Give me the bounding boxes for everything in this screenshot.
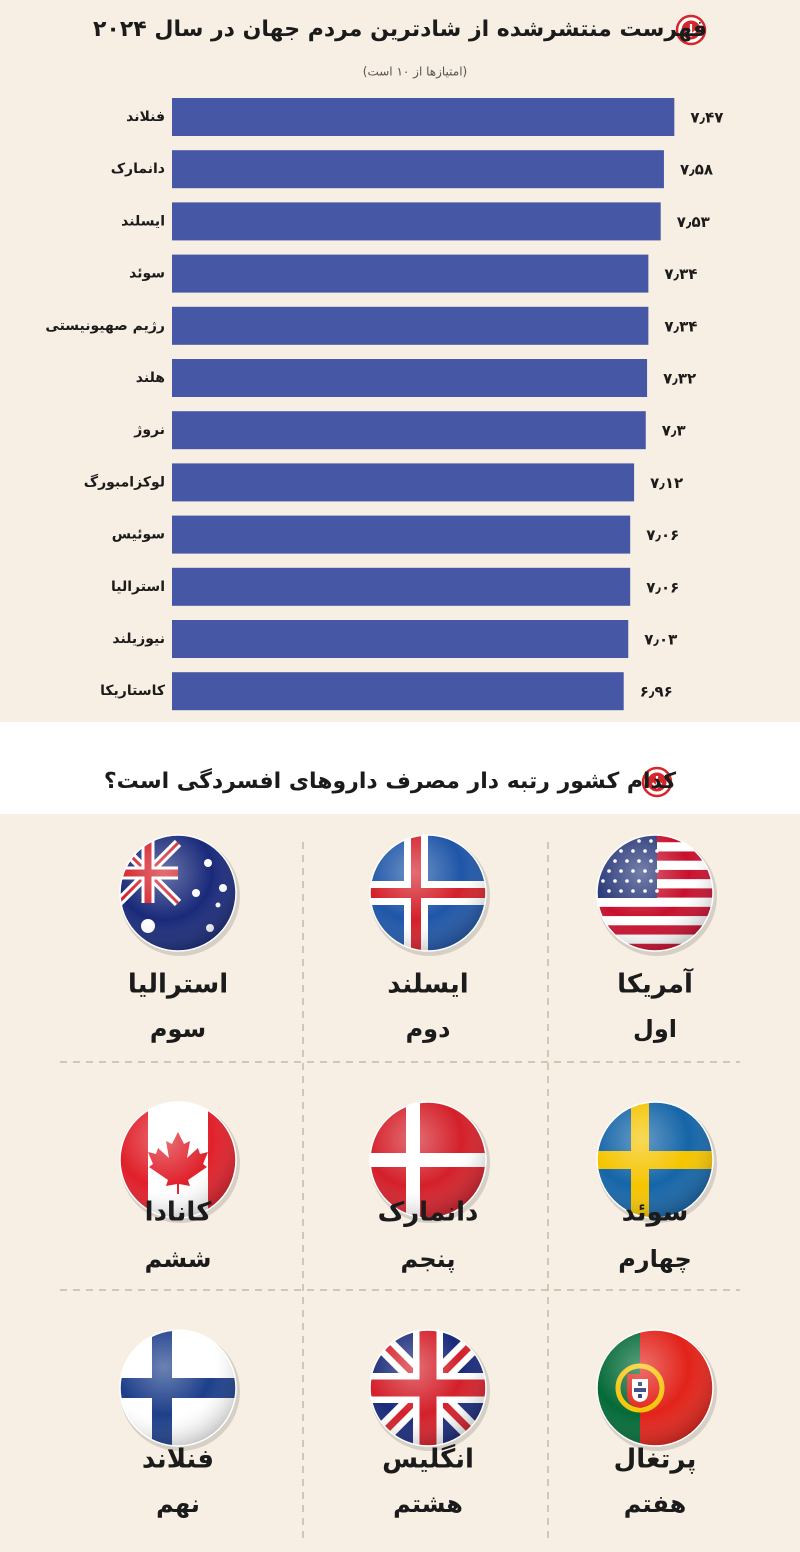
value-label: ۷٫۳۴: [664, 265, 697, 283]
bar: [172, 306, 649, 345]
flag-rim: [119, 834, 237, 952]
bar: [172, 150, 664, 189]
chart-subtitle: (امتیازها از ۱۰ است): [363, 65, 467, 80]
flag: [597, 1330, 713, 1446]
bar: [172, 359, 648, 397]
flag-rim: [596, 834, 714, 952]
category-label: فنلاند: [126, 109, 165, 125]
flag: [370, 835, 486, 951]
bar: [172, 98, 675, 136]
flag-shine: [370, 1330, 486, 1446]
value-label: ۷٫۵۳: [677, 213, 710, 231]
value-label: ۷٫۰۶: [646, 578, 679, 596]
grid-dividers: [60, 842, 740, 1540]
bar: [172, 515, 631, 554]
chart-title: فهرست منتشرشده از شادترین مردم جهان در س…: [93, 17, 707, 42]
rank-label: نهم: [156, 1490, 200, 1518]
flag-shine: [370, 835, 486, 951]
section-icon: [641, 766, 673, 798]
flag-rim: [119, 1101, 237, 1219]
country-name: فنلاند: [142, 1445, 214, 1475]
value-label: ۷٫۱۲: [650, 474, 683, 492]
rank-label: سوم: [150, 1015, 206, 1043]
category-label: رژیم صهیونیستی: [45, 318, 165, 334]
rank-label: هشتم: [393, 1490, 463, 1518]
flag-rim: [596, 1329, 714, 1447]
category-label: نروژ: [133, 422, 165, 438]
bar: [172, 567, 631, 606]
flag-shine: [120, 1102, 236, 1218]
flag-shine: [120, 835, 236, 951]
flag: [597, 1102, 713, 1218]
value-label: ۷٫۳: [662, 422, 686, 440]
rank-label: چهارم: [618, 1245, 692, 1273]
flag-rim: [369, 1101, 487, 1219]
country-name: استرالیا: [128, 970, 228, 1000]
value-label: ۷٫۴۷: [690, 109, 723, 127]
bar: [172, 254, 649, 293]
category-label: لوکزامبورگ: [84, 473, 165, 490]
bar: [172, 202, 661, 241]
value-label: ۷٫۳۴: [664, 317, 697, 335]
value-label: ۷٫۵۸: [680, 161, 713, 179]
category-label: هلند: [136, 370, 165, 386]
flag-shine: [120, 1330, 236, 1446]
flag-rim: [369, 834, 487, 952]
value-label: ۷٫۰۶: [646, 526, 679, 544]
rank-label: هفتم: [624, 1490, 687, 1518]
category-label: استرالیا: [111, 579, 165, 595]
category-label: دانمارک: [111, 161, 165, 177]
category-label: نیوزیلند: [112, 631, 165, 647]
bar: [172, 672, 624, 711]
rank-label: پنجم: [401, 1245, 456, 1273]
country-name: کانادا: [145, 1198, 213, 1228]
country-name: دانمارک: [378, 1198, 479, 1228]
flag-rim: [119, 1329, 237, 1447]
flag-shine: [597, 835, 713, 951]
bar: [172, 463, 635, 502]
section-title: کدام کشور رتبه دار مصرف داروهای افسردگی …: [104, 767, 676, 794]
flag: [370, 1330, 486, 1446]
flag-rim: [369, 1329, 487, 1447]
flag-shine: [597, 1330, 713, 1446]
flag-rim: [596, 1101, 714, 1219]
flag-shine: [370, 1102, 486, 1218]
gap: [0, 722, 800, 814]
value-label: ۶٫۹۶: [640, 683, 673, 701]
country-name: انگلیس: [382, 1444, 474, 1475]
title-icon: [675, 14, 707, 46]
country-name: سوئد: [622, 1198, 689, 1228]
flag: [370, 1102, 486, 1218]
category-label: سوئد: [129, 266, 165, 282]
country-name: پرتغال: [614, 1445, 697, 1475]
country-name: ایسلند: [387, 970, 468, 1000]
category-label: کاستاریکا: [100, 683, 166, 699]
flag-shine: [597, 1102, 713, 1218]
value-label: ۷٫۳۲: [663, 370, 696, 388]
country-name: آمریکا: [617, 968, 694, 1000]
rank-label: دوم: [406, 1015, 451, 1043]
bar: [172, 620, 629, 658]
rank-label: اول: [633, 1015, 677, 1043]
category-label: ایسلند: [121, 213, 165, 229]
value-label: ۷٫۰۳: [644, 631, 677, 649]
bar: [172, 411, 646, 450]
flag: [120, 1330, 236, 1446]
category-label: سوئیس: [112, 527, 165, 543]
rank-label: ششم: [145, 1245, 212, 1273]
